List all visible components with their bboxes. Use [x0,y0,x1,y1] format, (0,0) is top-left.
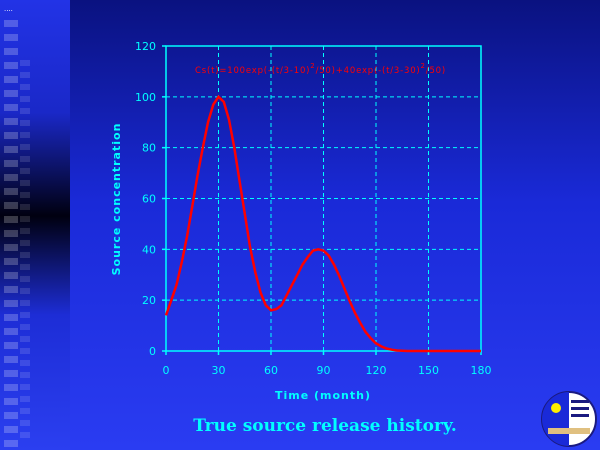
y-tick-label: 100 [135,91,156,104]
y-tick-label: 60 [142,193,156,206]
x-tick-label: 120 [366,364,387,377]
corner-marks: .... [4,5,13,13]
y-tick-label: 120 [135,40,156,53]
y-tick-label: 20 [142,294,156,307]
tick-labels: 0 30 60 90 120 150 180 0 20 40 60 80 100 120 [135,40,492,377]
x-axis-label: Time (month) [275,389,371,402]
x-tick-label: 0 [163,364,170,377]
y-axis-label: Source concentration [110,123,123,276]
formula-exponent: 2 [421,62,426,70]
y-tick-label: 0 [149,345,156,358]
decor-squares-secondary [20,60,30,440]
slide-caption: True source release history. [193,416,457,436]
grid-layer [166,46,481,351]
formula-part: (-(t/3-10) [264,66,311,76]
formula-part: /50) [426,66,446,76]
university-seal-icon [541,391,597,447]
x-tick-label: 180 [471,364,492,377]
x-tick-label: 30 [212,364,226,377]
x-tick-label: 150 [418,364,439,377]
left-decor-band: .... [0,0,70,450]
formula-annotation: Cs(t)=100exp(-(t/3-10)2/50)+40exp(-(t/3-… [195,62,446,76]
formula-exponent: 2 [310,62,315,70]
formula-part: (-(t/3-30) [374,66,421,76]
axes [162,45,482,355]
formula-part: Cs(t)=100exp [195,66,264,76]
y-tick-label: 40 [142,243,156,256]
formula-part: /50)+40exp [316,66,374,76]
x-tick-label: 90 [317,364,331,377]
y-tick-label: 80 [142,142,156,155]
series-line [164,94,481,353]
x-tick-label: 60 [264,364,278,377]
decor-squares [4,20,18,450]
